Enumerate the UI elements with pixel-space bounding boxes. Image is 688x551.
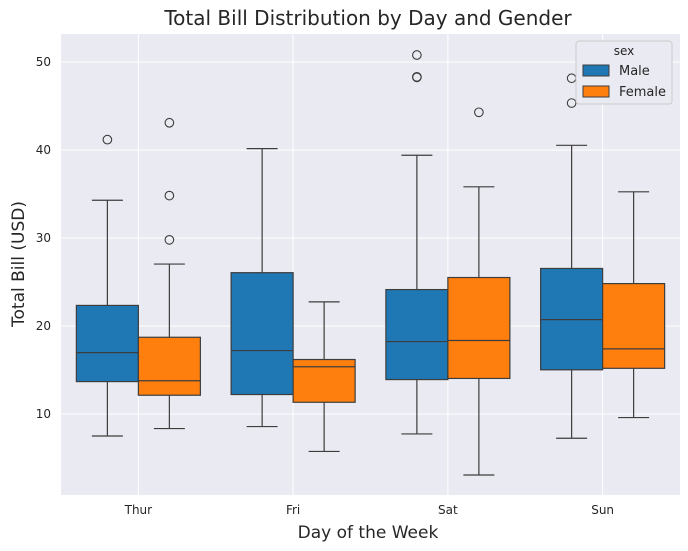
iqr-box-male-thur <box>75 304 139 383</box>
y-tick-label-30: 30 <box>36 231 51 245</box>
iqr-box-male-sat <box>385 288 449 381</box>
y-axis-label: Total Bill (USD) <box>9 201 29 328</box>
y-tick-label-10: 10 <box>36 407 51 421</box>
outlier-female-sat-0 <box>474 107 484 118</box>
x-tick-label-fri: Fri <box>286 503 300 517</box>
chart-title: Total Bill Distribution by Day and Gende… <box>163 6 572 30</box>
box-female-sat <box>447 107 511 476</box>
legend-label-male: Male <box>619 64 650 79</box>
grid-lines <box>61 34 680 495</box>
x-tick-label-thur: Thur <box>124 503 153 517</box>
y-tick-label-50: 50 <box>36 55 51 69</box>
x-tick-label-sat: Sat <box>438 503 458 517</box>
outlier-female-thur-1 <box>164 190 175 201</box>
legend-swatch-male <box>582 64 610 77</box>
box-male-sun <box>540 73 604 439</box>
y-tick-label-20: 20 <box>36 319 51 333</box>
iqr-box-male-fri <box>230 272 294 396</box>
x-axis-label: Day of the Week <box>298 523 439 543</box>
box-layer <box>75 50 666 476</box>
legend-label-female: Female <box>619 85 666 100</box>
legend: sex Male Female <box>575 40 673 105</box>
box-female-fri <box>292 301 356 453</box>
outlier-female-thur-2 <box>164 117 175 128</box>
tick-labels: 10 20 30 40 50 Thur Fri Sat Sun <box>36 55 614 517</box>
box-male-sat <box>385 50 449 435</box>
legend-swatch-female <box>582 85 610 98</box>
iqr-box-female-sun <box>602 282 666 369</box>
box-female-thur <box>137 117 201 430</box>
box-male-thur <box>75 134 139 437</box>
y-tick-label-40: 40 <box>36 143 51 157</box>
outlier-male-sun-0 <box>566 98 577 108</box>
box-male-fri <box>230 148 294 428</box>
outlier-male-sat-2 <box>412 50 422 60</box>
outlier-male-sat-1 <box>412 72 422 83</box>
iqr-box-female-thur <box>137 336 201 396</box>
box-female-sun <box>602 191 666 419</box>
iqr-box-female-sat <box>447 276 511 380</box>
outlier-female-thur-0 <box>164 235 175 245</box>
x-tick-label-sun: Sun <box>591 503 614 517</box>
legend-title: sex <box>614 44 635 58</box>
outlier-male-thur-0 <box>102 134 113 145</box>
iqr-box-female-fri <box>292 358 356 403</box>
